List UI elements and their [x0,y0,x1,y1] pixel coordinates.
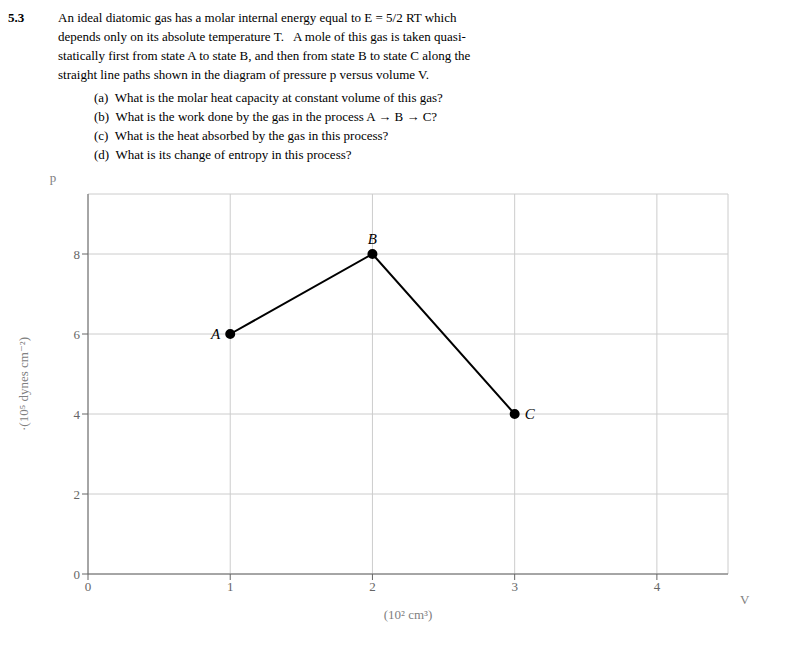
svg-text:V: V [740,592,750,607]
svg-text:6: 6 [74,327,81,342]
html-text:(b) What is the work done by t: (b) What is the work done by the gas in … [94,109,438,124]
svg-text:(10² cm³): (10² cm³) [384,607,433,622]
svg-text:C: C [525,406,536,422]
svg-text:1: 1 [227,579,234,594]
svg-text:A: A [210,326,221,342]
html-text:(c) What is the heat absorbed: (c) What is the heat absorbed by the gas… [94,128,389,143]
svg-text:0: 0 [74,567,81,582]
svg-text:B: B [368,231,377,247]
svg-text:4: 4 [654,579,661,594]
html-text:5.3: 5.3 [8,10,25,25]
svg-text:2: 2 [74,487,81,502]
svg-text:0: 0 [85,579,92,594]
html-text:(a) What is the molar heat cap: (a) What is the molar heat capacity at c… [94,90,443,105]
html-text:depends only on its absolute t: depends only on its absolute temperature… [58,29,466,44]
html-text:statically first from state A: statically first from state A to state B… [58,48,471,63]
html-text:An ideal diatomic gas has a mo: An ideal diatomic gas has a molar intern… [58,10,457,25]
svg-text:·(10⁵ dynes cm⁻²): ·(10⁵ dynes cm⁻²) [16,337,31,431]
html-text:straight line paths shown in t: straight line paths shown in the diagram… [58,67,429,82]
svg-text:3: 3 [511,579,518,594]
svg-text:8: 8 [74,247,81,262]
html-text:(d) What is its change of entr: (d) What is its change of entropy in thi… [94,147,352,162]
svg-text:p: p [50,170,57,185]
svg-text:2: 2 [369,579,376,594]
svg-text:4: 4 [74,407,81,422]
